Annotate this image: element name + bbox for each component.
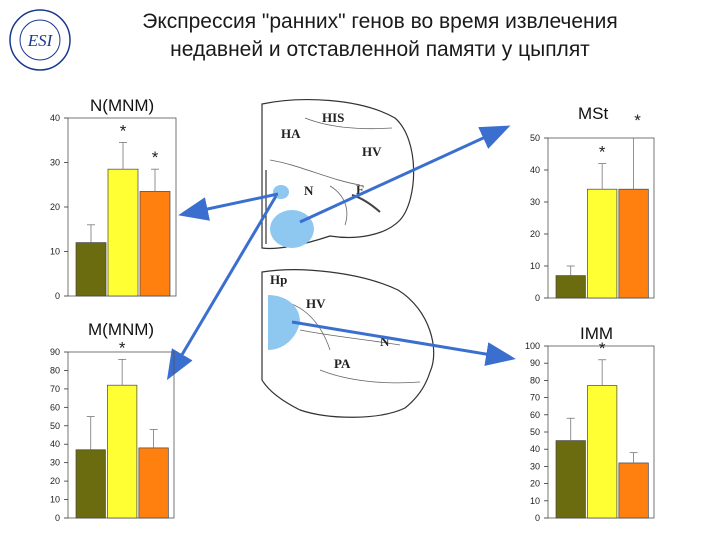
label-his: HIS	[322, 110, 344, 125]
panel-label-mmnm: M(MNM)	[88, 320, 155, 339]
y-tick-label: 20	[530, 229, 540, 239]
y-tick-label: 40	[50, 439, 60, 449]
label-ha: HA	[281, 126, 301, 141]
label-pa: PA	[334, 356, 351, 371]
y-tick-label: 40	[530, 165, 540, 175]
y-tick-label: 70	[50, 384, 60, 394]
significance-star: *	[119, 338, 126, 357]
panel-label-mst: MSt	[578, 104, 609, 123]
bar-2	[107, 168, 139, 297]
y-tick-label: 10	[530, 496, 540, 506]
label-hv-top: HV	[362, 144, 382, 159]
y-tick-label: 100	[525, 341, 540, 351]
bar-2	[587, 385, 618, 519]
slide-title-line2: недавней и отставленной памяти у цыплят	[170, 38, 590, 61]
brain-section-top	[261, 99, 415, 250]
significance-star: *	[634, 111, 641, 130]
brain-labels: HIS HA HV N E Hp HV N PA	[270, 110, 390, 371]
label-n-bottom: N	[380, 334, 390, 349]
bar-3	[139, 191, 171, 297]
y-tick-label: 50	[530, 133, 540, 143]
label-n-top: N	[304, 183, 314, 198]
chart-mst: 0 10 20 30 40 50 * *	[530, 111, 655, 303]
y-tick-label: 60	[530, 410, 540, 420]
chart-nmnm: 0 10 20 30 40 * *	[50, 113, 177, 301]
bar-1	[75, 449, 106, 519]
y-tick-label: 20	[50, 476, 60, 486]
arrow-to-nmnm	[178, 192, 279, 221]
y-tick-label: 10	[50, 247, 60, 257]
y-tick-label: 60	[50, 402, 60, 412]
y-tick-label: 80	[530, 375, 540, 385]
slide-title-line1: Экспрессия "ранних" генов во время извле…	[142, 10, 618, 33]
chart-imm: 0 10 20 30 40 50 60 70 80 90 100 *	[525, 339, 655, 523]
y-tick-label: 0	[535, 293, 540, 303]
y-tick-label: 10	[50, 495, 60, 505]
y-tick-label: 30	[50, 158, 60, 168]
institute-logo: ESI	[9, 9, 71, 71]
bar-1	[75, 242, 107, 297]
y-tick-label: 30	[530, 461, 540, 471]
y-tick-label: 80	[50, 365, 60, 375]
y-tick-label: 90	[530, 358, 540, 368]
y-tick-label: 20	[50, 202, 60, 212]
y-tick-label: 50	[530, 427, 540, 437]
arrow-to-mmnm	[166, 195, 278, 381]
label-hp: Hp	[270, 272, 287, 287]
y-tick-label: 0	[55, 291, 60, 301]
significance-star: *	[120, 121, 127, 140]
panel-label-nmnm: N(MNM)	[90, 96, 155, 115]
bar-3	[138, 447, 169, 519]
y-tick-label: 30	[530, 197, 540, 207]
highlight-mst	[270, 210, 314, 248]
label-e: E	[356, 182, 365, 197]
bar-3	[618, 462, 649, 519]
y-tick-label: 70	[530, 393, 540, 403]
brain-section-bottom	[261, 269, 435, 418]
y-tick-label: 0	[55, 513, 60, 523]
bar-1	[555, 275, 586, 299]
y-tick-label: 0	[535, 513, 540, 523]
significance-star: *	[599, 143, 606, 162]
bar-3	[618, 188, 649, 299]
logo-text: ESI	[27, 31, 54, 50]
bar-2	[107, 384, 138, 519]
panel-label-imm: IMM	[580, 324, 614, 343]
y-tick-label: 90	[50, 347, 60, 357]
highlight-imm	[268, 295, 300, 350]
bar-1	[555, 440, 586, 519]
y-tick-label: 50	[50, 421, 60, 431]
arrow-to-imm	[291, 320, 516, 366]
y-tick-label: 40	[530, 444, 540, 454]
y-tick-label: 30	[50, 458, 60, 468]
chart-mmnm: 0 10 20 30 40 50 60 70 80 90 *	[50, 338, 175, 523]
bar-charts: 0 10 20 30 40 * * 0 10 20 30 40 50 * * 0 10 20 30 40 50 60 70 8…	[50, 111, 655, 523]
significance-star: *	[152, 148, 159, 167]
y-tick-label: 10	[530, 261, 540, 271]
significance-star: *	[599, 339, 606, 358]
label-hv-bottom: HV	[306, 296, 326, 311]
arrow-to-mst	[299, 125, 511, 224]
y-tick-label: 20	[530, 479, 540, 489]
bar-2	[587, 188, 618, 299]
y-tick-label: 40	[50, 113, 60, 123]
connector-arrows	[166, 125, 516, 381]
